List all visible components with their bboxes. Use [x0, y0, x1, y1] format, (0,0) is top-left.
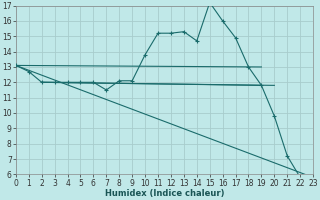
X-axis label: Humidex (Indice chaleur): Humidex (Indice chaleur): [105, 189, 224, 198]
